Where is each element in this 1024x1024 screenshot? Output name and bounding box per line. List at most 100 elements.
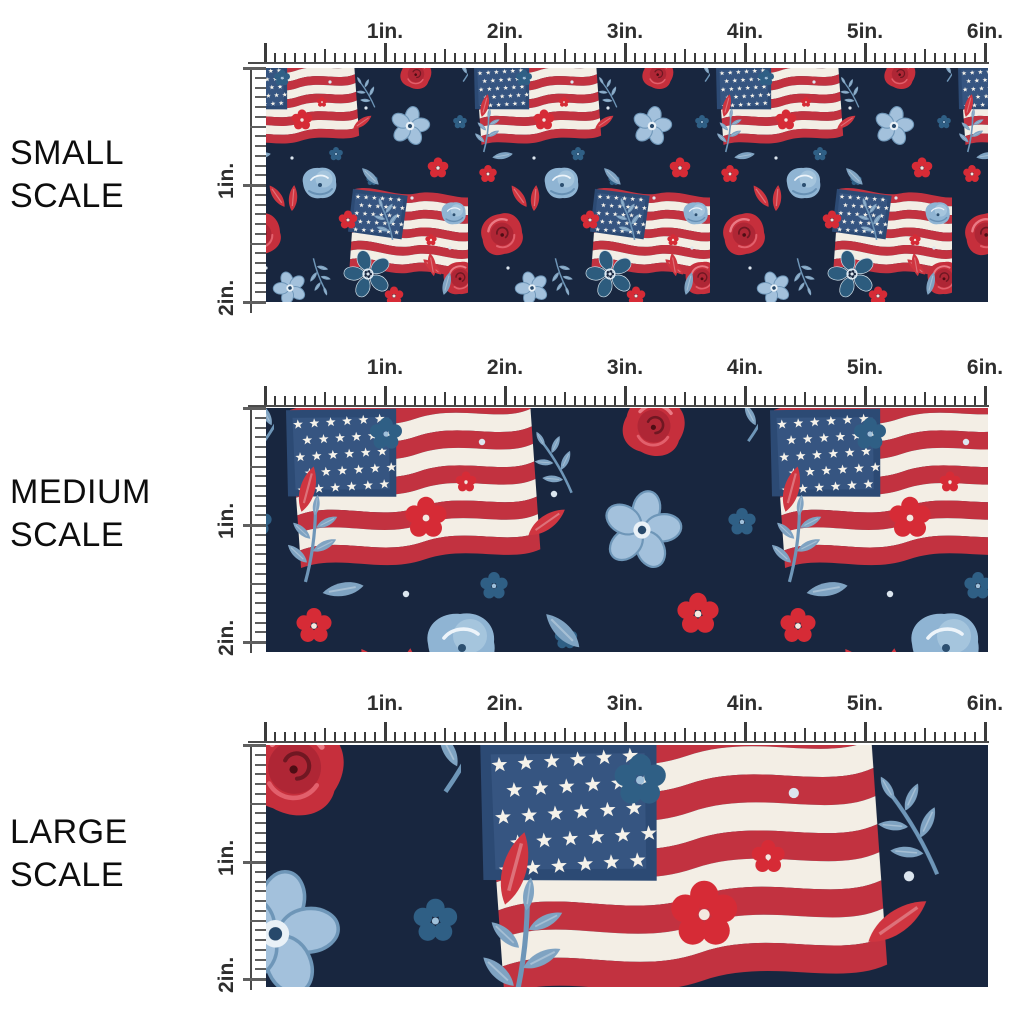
- ruler-tick: [844, 396, 846, 405]
- ruler-tick: [364, 396, 366, 405]
- ruler-inch-label: 3in.: [606, 356, 644, 379]
- ruler-tick: [814, 732, 816, 741]
- ruler-tick: [914, 732, 916, 741]
- ruler-inch-label: 6in.: [966, 20, 1004, 43]
- ruler-tick: [250, 582, 266, 585]
- ruler-tick: [255, 831, 266, 834]
- ruler-tick: [944, 732, 946, 741]
- scale-label-medium: MEDIUM SCALE: [10, 471, 151, 557]
- ruler-tick: [794, 53, 796, 62]
- ruler-tick: [614, 53, 616, 62]
- ruler-tick: [474, 732, 476, 741]
- ruler-tick: [604, 732, 606, 741]
- ruler-tick: [814, 53, 816, 62]
- ruler-inch-label: 1in.: [366, 20, 404, 43]
- ruler-tick: [454, 732, 456, 741]
- ruler-tick: [623, 722, 627, 741]
- ruler-tick: [243, 860, 266, 864]
- ruler-tick: [255, 880, 266, 883]
- ruler-tick: [544, 732, 546, 741]
- scale-label-medium-line2: SCALE: [10, 516, 124, 554]
- ruler-tick: [255, 514, 266, 517]
- ruler-tick: [503, 43, 507, 62]
- ruler-tick: [743, 386, 747, 405]
- ruler-tick: [774, 53, 776, 62]
- ruler-tick: [255, 602, 266, 604]
- ruler-inch-label: 4in.: [726, 356, 764, 379]
- ruler-tick: [255, 193, 266, 196]
- ruler-tick: [255, 900, 266, 902]
- ruler-tick: [364, 53, 366, 62]
- ruler-tick: [524, 396, 526, 405]
- ruler-tick: [255, 232, 266, 235]
- ruler-tick: [644, 396, 646, 405]
- ruler-inch-label-vertical: 1in.: [215, 839, 238, 877]
- ruler-inch-label: 2in.: [486, 692, 524, 715]
- ruler-tick: [914, 53, 916, 62]
- ruler-tick: [324, 49, 326, 62]
- scale-label-large-line1: LARGE: [10, 813, 128, 851]
- ruler-tick: [314, 396, 316, 405]
- ruler-tick: [424, 53, 426, 62]
- ruler-tick: [334, 732, 336, 741]
- ruler-inch-label-vertical: 1in.: [215, 162, 238, 200]
- ruler-tick: [414, 732, 416, 741]
- ruler-tick: [924, 392, 926, 405]
- scale-label-small-line2: SCALE: [10, 177, 124, 215]
- ruler-tick: [764, 396, 766, 405]
- ruler-tick: [250, 802, 266, 805]
- ruler-tick: [623, 43, 627, 62]
- ruler-tick: [494, 732, 496, 741]
- ruler-tick: [274, 53, 276, 62]
- ruler-tick: [263, 43, 267, 62]
- ruler-tick: [594, 732, 596, 741]
- ruler-tick: [784, 732, 786, 741]
- ruler-tick: [255, 753, 266, 756]
- ruler-tick: [964, 396, 966, 405]
- ruler-tick: [503, 722, 507, 741]
- ruler-tick: [854, 732, 856, 741]
- ruler-tick: [704, 396, 706, 405]
- ruler-tick: [934, 732, 936, 741]
- ruler-tick: [255, 572, 266, 575]
- ruler-tick: [824, 53, 826, 62]
- ruler-inch-label: 2in.: [486, 356, 524, 379]
- ruler-tick: [255, 812, 266, 815]
- ruler-tick: [464, 53, 466, 62]
- ruler-tick: [255, 252, 266, 255]
- ruler-tick: [250, 465, 266, 468]
- ruler-tick: [255, 822, 266, 824]
- ruler-tick: [255, 271, 266, 274]
- ruler-tick: [294, 732, 296, 741]
- ruler-tick: [274, 396, 276, 405]
- ruler-tick: [484, 53, 486, 62]
- ruler-tick: [634, 53, 636, 62]
- ruler-tick: [255, 592, 266, 595]
- ruler-tick: [255, 494, 266, 497]
- ruler-tick: [474, 396, 476, 405]
- ruler-tick: [484, 396, 486, 405]
- ruler-tick: [243, 640, 266, 644]
- ruler-tick: [754, 732, 756, 741]
- ruler-inch-label: 1in.: [366, 692, 404, 715]
- ruler-tick: [255, 783, 266, 785]
- ruler-tick: [714, 732, 716, 741]
- ruler-tick: [494, 396, 496, 405]
- ruler-tick: [874, 53, 876, 62]
- scale-label-medium-line1: MEDIUM: [10, 473, 151, 511]
- ruler-tick: [255, 773, 266, 776]
- ruler-inch-label: 3in.: [606, 20, 644, 43]
- ruler-tick: [250, 125, 266, 128]
- ruler-tick: [623, 386, 627, 405]
- ruler-tick: [974, 396, 976, 405]
- ruler-tick: [754, 53, 756, 62]
- vertical-ruler-baseline: [250, 67, 252, 313]
- ruler-tick: [255, 135, 266, 138]
- ruler-tick: [255, 164, 266, 167]
- ruler-tick: [844, 732, 846, 741]
- ruler-tick: [884, 396, 886, 405]
- ruler-tick: [714, 396, 716, 405]
- ruler-tick: [863, 43, 867, 62]
- ruler-tick: [884, 732, 886, 741]
- ruler-tick: [834, 732, 836, 741]
